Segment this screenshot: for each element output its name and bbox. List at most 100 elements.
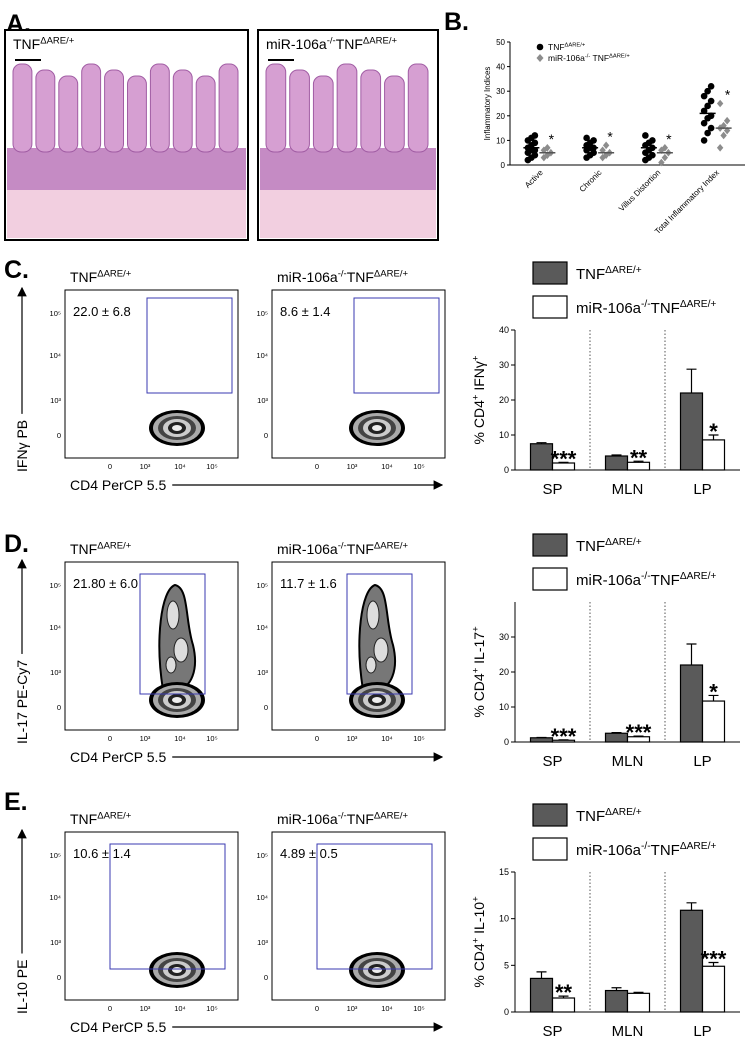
text-part: % CD4 — [471, 943, 487, 988]
x-tick-label: Total Inflammatory Index — [653, 168, 721, 236]
y-tick-label: 20 — [499, 667, 509, 677]
flow-x-tick-label: 10⁴ — [381, 462, 393, 471]
flow-x-tick-label: 10⁵ — [413, 462, 424, 471]
text-part: ΔARE/+ — [97, 268, 132, 279]
text-part: TNF — [651, 572, 680, 589]
villus — [172, 69, 193, 153]
flow-y-tick-label: 10³ — [257, 668, 268, 677]
crypt-layer — [260, 148, 436, 190]
contour-inner — [173, 637, 189, 663]
text-part: + — [470, 667, 481, 673]
data-point — [716, 143, 724, 152]
y-tick-label: 10 — [496, 136, 505, 145]
flow-x-tick-label: 0 — [315, 1004, 319, 1013]
data-point — [700, 92, 708, 100]
villus — [265, 63, 287, 153]
genotype-label: miR-106a-/-TNFΔARE/+ — [277, 810, 408, 827]
flow-x-tick-label: 10⁵ — [413, 734, 424, 743]
bar — [529, 977, 554, 1013]
error-bar — [611, 987, 622, 991]
text-part: TNF — [651, 842, 680, 859]
text-part: TNF — [576, 538, 605, 555]
legend-label: miR-106a-/- TNFΔARE/+ — [548, 53, 630, 63]
flow-x-tick-label: 10⁴ — [381, 734, 393, 743]
y-tick-label: 30 — [496, 87, 505, 96]
data-point — [704, 129, 711, 137]
significance-label: *** — [551, 724, 577, 749]
text-part: ΔARE/+ — [605, 265, 642, 276]
error-bar — [611, 731, 622, 734]
panel-label: D. — [4, 530, 29, 558]
y-tick-label: 30 — [499, 360, 509, 370]
y-tick-label: 30 — [499, 632, 509, 642]
text-part: ΔARE/+ — [374, 540, 409, 551]
muscle-layer — [7, 188, 246, 238]
text-part: TNF — [590, 53, 609, 63]
contour-inner — [165, 656, 177, 674]
significance-label: *** — [551, 446, 577, 471]
villus — [312, 75, 334, 153]
data-point — [531, 139, 539, 147]
flow-y-tick-label: 0 — [264, 703, 268, 712]
flow-x-tick-label: 10⁵ — [206, 462, 217, 471]
data-point — [707, 82, 715, 90]
flow-x-tick-label: 10⁴ — [174, 734, 186, 743]
error-bar — [536, 971, 547, 979]
flow-y-tick-label: 10⁴ — [49, 893, 61, 902]
bar — [701, 965, 726, 1013]
data-point — [716, 99, 724, 108]
flow-y-axis-label: IL-10 PE — [14, 960, 30, 1014]
contour-inner — [366, 600, 380, 630]
flow-x-tick-label: 10⁵ — [206, 1004, 217, 1013]
data-point — [583, 134, 590, 142]
flow-y-tick-label: 10⁵ — [257, 309, 268, 318]
y-tick-label: 10 — [499, 914, 509, 924]
text-part: miR-106a — [266, 36, 327, 52]
text-part: % CD4 — [471, 400, 487, 445]
text-part: ΔARE/+ — [374, 268, 409, 279]
bar — [701, 439, 726, 471]
text-part: TNF — [70, 541, 97, 557]
data-point — [658, 158, 665, 167]
text-part: + — [470, 896, 481, 902]
significance-label: ** — [555, 980, 573, 1005]
genotype-label: miR-106a-/-TNFΔARE/+ — [266, 35, 397, 52]
gate-value: 11.7 ± 1.6 — [280, 576, 337, 591]
error-bar — [633, 735, 644, 737]
flow-y-tick-label: 0 — [57, 431, 61, 440]
panel-label: C. — [4, 256, 29, 284]
flow-x-tick-label: 0 — [315, 462, 319, 471]
data-point — [642, 132, 649, 139]
legend-label: TNFΔARE/+ — [576, 807, 642, 825]
text-part: miR-106a — [576, 572, 642, 589]
data-point — [531, 146, 539, 154]
y-tick-label: 10 — [499, 702, 509, 712]
significance-label: * — [725, 87, 731, 103]
data-point — [544, 143, 551, 152]
text-part: TNF — [70, 811, 97, 827]
villus — [127, 75, 147, 153]
flow-y-tick-label: 10⁴ — [49, 351, 61, 360]
flow-x-tick-label: 10⁴ — [174, 1004, 186, 1013]
data-point — [590, 149, 597, 156]
error-bar — [611, 454, 622, 456]
y-tick-label: 20 — [499, 395, 509, 405]
x-tick-label: LP — [693, 1023, 711, 1040]
text-part: + — [470, 626, 481, 632]
text-part: ΔARE/+ — [40, 35, 75, 46]
text-part: miR-106a — [277, 811, 338, 827]
contour-inner — [166, 600, 180, 630]
genotype-label: TNFΔARE/+ — [70, 268, 132, 285]
text-part: miR-106a — [277, 269, 338, 285]
flow-y-tick-label: 0 — [264, 973, 268, 982]
text-part: TNF — [548, 42, 565, 52]
genotype-label: TNFΔARE/+ — [13, 35, 75, 52]
flow-y-tick-label: 10³ — [50, 668, 61, 677]
error-bar — [558, 461, 569, 463]
villus — [289, 69, 310, 153]
data-point — [531, 132, 539, 139]
y-tick-label: 5 — [504, 960, 509, 970]
text-part: TNF — [13, 36, 40, 52]
text-part: ΔARE/+ — [97, 810, 132, 821]
flow-y-tick-label: 0 — [57, 703, 61, 712]
